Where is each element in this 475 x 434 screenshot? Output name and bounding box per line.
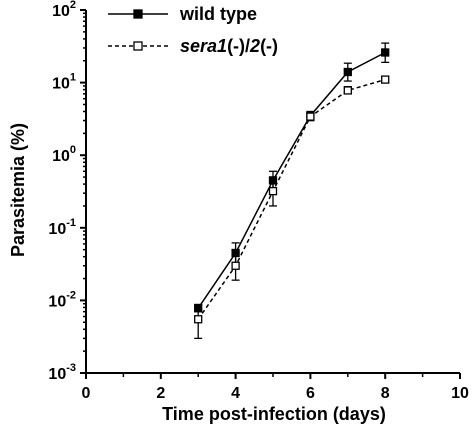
y-tick-base: 10 bbox=[52, 76, 70, 93]
legend-label: wild type bbox=[179, 4, 257, 24]
data-point bbox=[343, 67, 352, 77]
legend-label-part: wild type bbox=[179, 4, 257, 24]
x-axis-title: Time post-infection (days) bbox=[162, 404, 386, 424]
y-tick-label: 10-1 bbox=[48, 217, 76, 238]
y-tick-label: 10-2 bbox=[48, 289, 76, 310]
legend-entry-1: sera1(-)/2(-) bbox=[108, 36, 278, 56]
y-tick-base: 10 bbox=[52, 148, 70, 165]
x-tick-label: 6 bbox=[306, 385, 315, 402]
series-line bbox=[197, 51, 386, 309]
data-point bbox=[268, 186, 278, 196]
x-tick-label: 4 bbox=[231, 385, 240, 402]
legend: wild type sera1(-)/2(-) bbox=[108, 4, 278, 56]
y-tick-exponent: 1 bbox=[70, 72, 76, 84]
y-tick-label: 10-3 bbox=[48, 362, 76, 383]
data-point bbox=[381, 48, 390, 57]
legend-label-part: 2 bbox=[249, 36, 260, 56]
legend-marker bbox=[133, 9, 143, 19]
y-axis-title: Parasitemia (%) bbox=[8, 123, 28, 257]
data-point bbox=[194, 315, 203, 324]
y-tick-exponent: -3 bbox=[66, 362, 76, 374]
legend-label-part: (-)/ bbox=[227, 36, 250, 56]
y-tick-label: 101 bbox=[52, 72, 76, 93]
y-tick-exponent: 2 bbox=[70, 0, 76, 11]
y-tick-base: 10 bbox=[48, 366, 66, 383]
series-1 bbox=[194, 75, 390, 340]
data-point bbox=[306, 112, 315, 121]
y-tick-label: 100 bbox=[52, 144, 76, 165]
x-tick-label: 0 bbox=[82, 385, 91, 402]
legend-label: sera1(-)/2(-) bbox=[180, 36, 278, 56]
y-tick-exponent: -2 bbox=[66, 289, 76, 301]
legend-label-part: (-) bbox=[260, 36, 278, 56]
legend-label-part: sera1 bbox=[180, 36, 227, 56]
series-line bbox=[197, 78, 386, 320]
y-tick-exponent: 0 bbox=[70, 144, 76, 156]
y-tick-exponent: -1 bbox=[66, 217, 76, 229]
x-tick-label: 2 bbox=[156, 385, 165, 402]
series-0 bbox=[194, 42, 390, 313]
y-tick-base: 10 bbox=[48, 221, 66, 238]
data-point bbox=[381, 75, 390, 84]
x-tick-label: 8 bbox=[381, 385, 390, 402]
data-point bbox=[231, 261, 240, 270]
data-point bbox=[343, 86, 352, 95]
y-tick-base: 10 bbox=[52, 3, 70, 20]
legend-marker bbox=[133, 41, 143, 51]
series-layer bbox=[194, 42, 390, 340]
y-tick-base: 10 bbox=[48, 293, 66, 310]
y-tick-label: 102 bbox=[52, 0, 76, 20]
legend-entry-0: wild type bbox=[108, 4, 257, 24]
x-tick-label: 10 bbox=[451, 385, 469, 402]
